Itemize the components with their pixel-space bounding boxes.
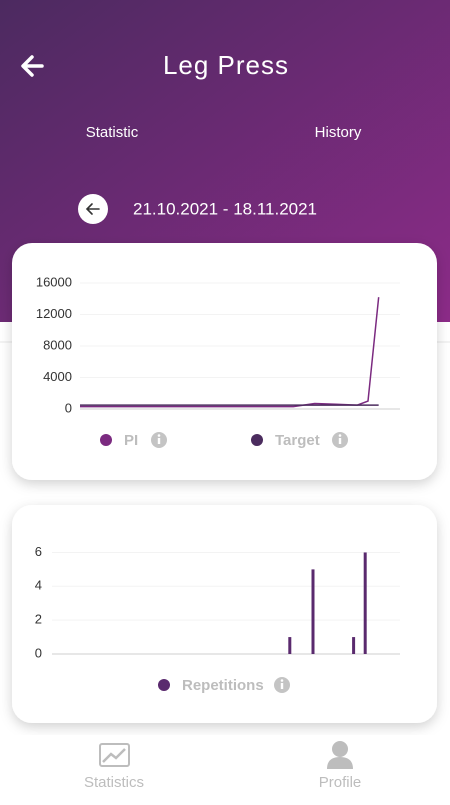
nav-label[interactable]: Profile (319, 774, 362, 791)
date-range: 21.10.2021 - 18.11.2021 (133, 199, 317, 218)
page-title: Leg Press (163, 50, 289, 80)
legend-label: Target (275, 432, 320, 449)
legend-marker (100, 434, 112, 446)
y-tick-label: 4 (35, 578, 42, 593)
tab[interactable]: Statistic (86, 124, 139, 141)
nav-label[interactable]: Statistics (84, 774, 144, 791)
info-icon-dot (280, 679, 284, 682)
y-tick-label: 16000 (36, 274, 72, 289)
chart-card (12, 243, 437, 480)
profile-icon[interactable] (327, 741, 353, 769)
bar (352, 637, 356, 654)
chart-card (12, 505, 437, 723)
arrow-icon (85, 203, 100, 215)
y-tick-label: 8000 (43, 337, 72, 352)
bottom-nav (0, 735, 450, 800)
y-tick-label: 12000 (36, 306, 72, 321)
tab[interactable]: History (315, 124, 362, 141)
y-tick-label: 0 (65, 400, 72, 415)
info-icon-dot (338, 434, 342, 437)
y-tick-label: 0 (35, 645, 42, 660)
y-tick-label: 6 (35, 544, 42, 559)
bar (311, 569, 315, 654)
y-tick-label: 4000 (43, 369, 72, 384)
y-tick-label: 2 (35, 612, 42, 627)
legend-label: Repetitions (182, 677, 264, 694)
line-series (80, 297, 380, 408)
bar (288, 637, 292, 654)
legend-marker (251, 434, 263, 446)
info-icon-stem (157, 438, 161, 444)
info-icon-dot (157, 434, 161, 437)
legend-label: PI (124, 432, 138, 449)
info-icon-stem (280, 683, 284, 689)
legend-marker (158, 679, 170, 691)
back-button[interactable] (21, 55, 44, 77)
info-icon-stem (338, 438, 342, 444)
statistics-icon[interactable] (99, 743, 130, 767)
bar (363, 552, 367, 654)
